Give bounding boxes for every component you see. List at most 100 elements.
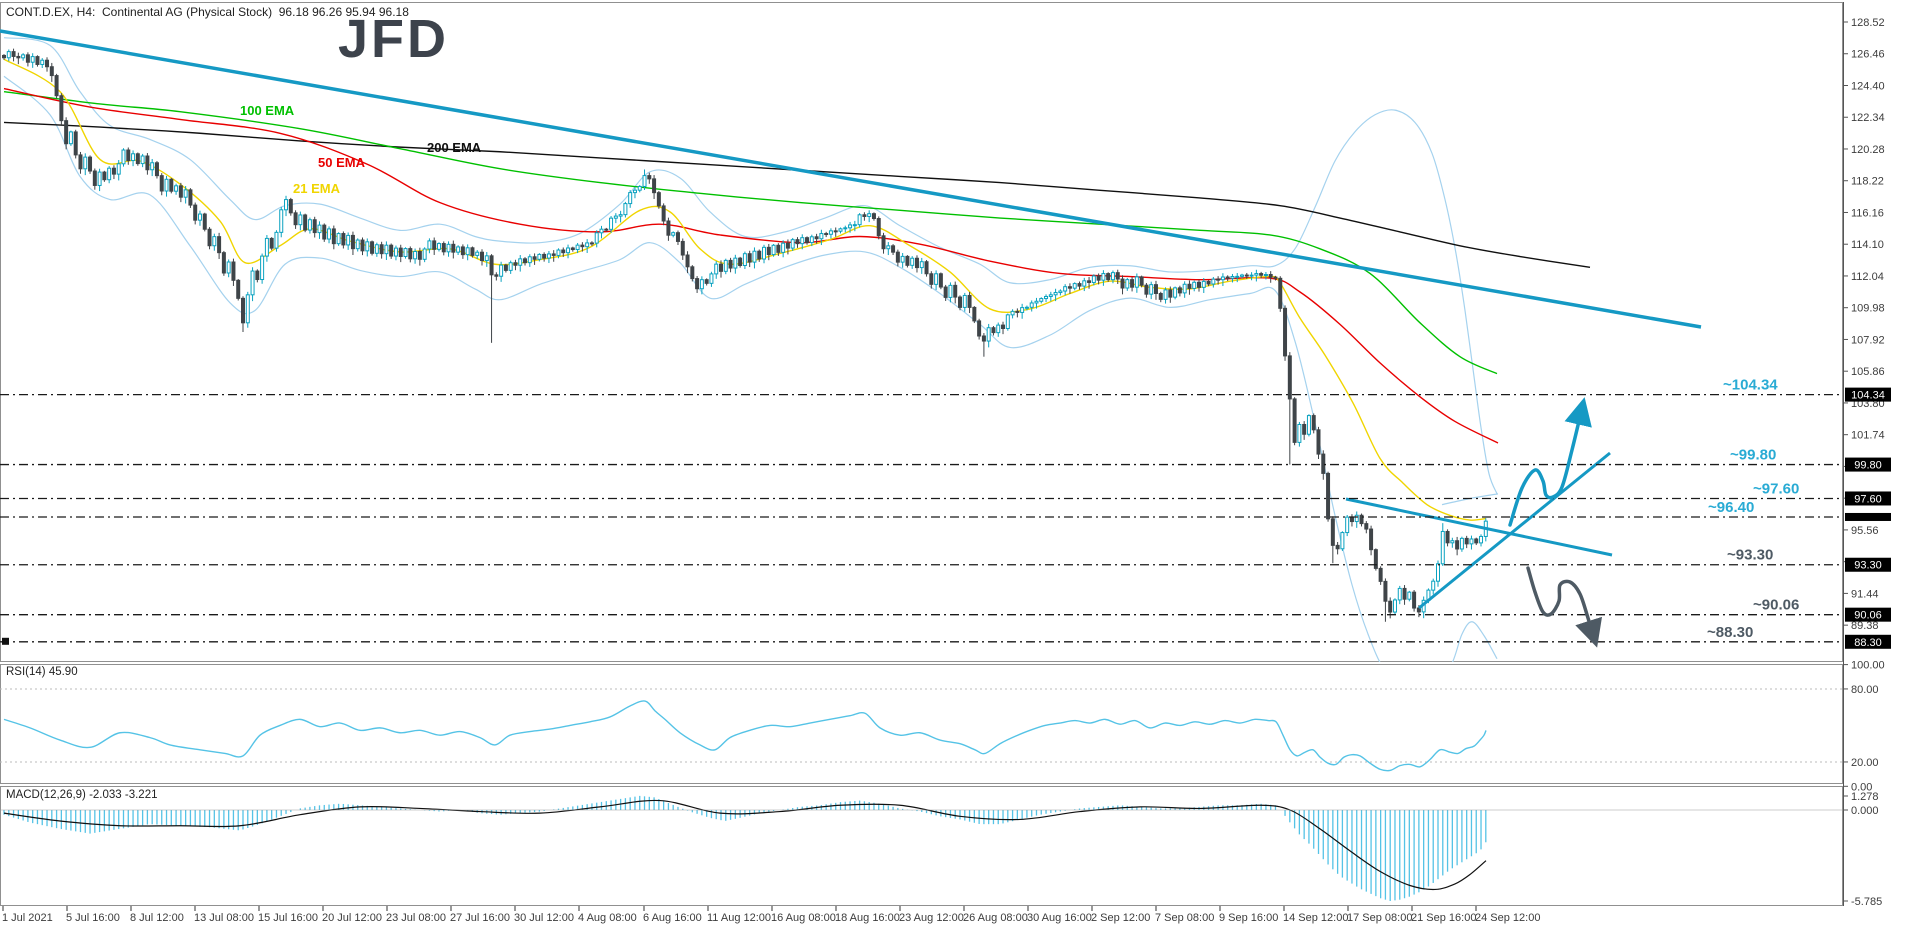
bollinger-upper-band — [3, 37, 1498, 495]
rsi-tick: 0.00 — [1851, 781, 1872, 793]
level-label: ~99.80 — [1730, 447, 1776, 464]
ema50-line — [3, 87, 1499, 444]
price-tick: 120.28 — [1851, 144, 1885, 156]
rsi-indicator-title: RSI(14) 45.90 — [6, 666, 78, 678]
price-badge-text: 93.30 — [1854, 560, 1882, 572]
time-label: 7 Sep 08:00 — [1155, 912, 1214, 924]
macd-signal-line — [3, 799, 1487, 891]
macd-tick: 1.278 — [1851, 791, 1879, 803]
bullish-scenario-arrow[interactable] — [1508, 397, 1592, 527]
time-axis[interactable]: 1 Jul 2021 5 Jul 16:00 8 Jul 12:00 13 Jul 0… — [2, 906, 1540, 924]
macd-indicator-title: MACD(12,26,9) -2.033 -3.221 — [6, 789, 158, 801]
time-label: 2 Sep 12:00 — [1091, 912, 1150, 924]
time-label: 21 Sep 16:00 — [1411, 912, 1476, 924]
price-tick: 114.10 — [1851, 239, 1884, 251]
bollinger-middle-band — [1441, 493, 1499, 506]
time-label: 24 Sep 12:00 — [1475, 912, 1540, 924]
macd-tick: -5.785 — [1851, 896, 1882, 908]
price-tick: 109.98 — [1851, 303, 1885, 315]
price-tick: 128.52 — [1851, 17, 1885, 29]
time-label: 30 Aug 16:00 — [1027, 912, 1092, 924]
price-badge-text: 88.30 — [1854, 637, 1882, 649]
ema50-label: 50 EMA — [318, 155, 366, 170]
time-label: 9 Sep 16:00 — [1219, 912, 1278, 924]
macd-histogram — [3, 795, 1487, 901]
rsi-tick: 20.00 — [1851, 757, 1879, 769]
price-tick: 112.04 — [1851, 271, 1884, 283]
candles-layer — [2, 48, 1488, 622]
macd-tick: 0.000 — [1851, 805, 1879, 817]
triangle-lower-line[interactable] — [1418, 451, 1611, 610]
price-tick: 126.46 — [1851, 49, 1885, 61]
price-badge — [1845, 457, 1891, 472]
time-label: 23 Aug 12:00 — [899, 912, 964, 924]
price-tick: 101.74 — [1851, 430, 1885, 442]
pane-border-0 — [0, 2, 1843, 662]
price-tick: 95.56 — [1851, 525, 1879, 537]
level-label: ~88.30 — [1707, 624, 1753, 641]
time-label: 23 Jul 08:00 — [386, 912, 446, 924]
rsi-tick: 100.00 — [1851, 660, 1885, 672]
rsi-line — [3, 700, 1487, 772]
price-badge — [1845, 557, 1891, 572]
time-label: 17 Sep 08:00 — [1347, 912, 1412, 924]
price-badge — [1845, 387, 1891, 402]
symbol-header: CONT.D.EX, H4: Continental AG (Physical … — [6, 5, 409, 19]
level-label: ~90.06 — [1753, 597, 1799, 614]
price-tick: 91.44 — [1851, 588, 1879, 600]
level-label: ~97.60 — [1753, 480, 1799, 497]
price-tick: 116.16 — [1851, 207, 1884, 219]
ema21-line — [3, 58, 1487, 521]
time-label: 6 Aug 16:00 — [643, 912, 702, 924]
macd-pane — [0, 795, 1843, 901]
bearish-scenario-arrow[interactable] — [1526, 566, 1603, 648]
rsi-tick: 80.00 — [1851, 684, 1879, 696]
price-badge-text: 104.34 — [1851, 390, 1885, 402]
price-axis[interactable]: 128.52 126.46 124.40 122.34 120.28 118.22 116.… — [1843, 17, 1891, 649]
triangle-upper-line[interactable] — [1345, 497, 1613, 557]
ema200-line — [3, 121, 1591, 269]
ema200-label: 200 EMA — [427, 140, 482, 155]
time-label: 1 Jul 2021 — [2, 912, 53, 924]
time-label: 30 Jul 12:00 — [514, 912, 574, 924]
price-badge-text: 97.60 — [1854, 493, 1882, 505]
time-label: 18 Aug 16:00 — [835, 912, 900, 924]
bollinger-lower-band — [3, 75, 1498, 662]
price-tick: 122.34 — [1851, 112, 1885, 124]
time-label: 13 Jul 08:00 — [194, 912, 254, 924]
time-label: 11 Aug 12:00 — [707, 912, 771, 924]
time-label: 26 Aug 08:00 — [963, 912, 1028, 924]
price-badge-text: 99.80 — [1854, 460, 1882, 472]
price-tick: 124.40 — [1851, 80, 1885, 92]
level-label: ~96.40 — [1708, 499, 1754, 516]
time-label: 8 Jul 12:00 — [130, 912, 184, 924]
time-label: 16 Aug 08:00 — [771, 912, 836, 924]
level-label: ~104.34 — [1723, 377, 1778, 394]
jfd-logo: JFD — [338, 9, 450, 69]
support-resistance-levels: ~104.34 ~99.80 ~97.60 ~96.40 ~93.30 ~90.06~88… — [0, 377, 1843, 645]
level-label: ~93.30 — [1727, 547, 1773, 564]
price-badge — [1845, 607, 1891, 622]
price-tick: 89.38 — [1851, 620, 1879, 632]
price-badge-solid — [1845, 512, 1891, 521]
time-label: 15 Jul 16:00 — [258, 912, 318, 924]
time-label: 5 Jul 16:00 — [66, 912, 120, 924]
ema21-label: 21 EMA — [293, 181, 341, 196]
ema100-line — [3, 90, 1498, 375]
pane-border-2 — [0, 786, 1843, 906]
price-tick: 107.92 — [1851, 334, 1885, 346]
price-badge — [1845, 491, 1891, 506]
price-tick: 105.86 — [1851, 366, 1885, 378]
price-badge — [1845, 634, 1891, 649]
price-badge-text: 90.06 — [1854, 610, 1882, 622]
time-label: 4 Aug 08:00 — [578, 912, 637, 924]
price-pane — [0, 29, 1702, 662]
level-anchor-handle[interactable] — [2, 637, 9, 645]
ema100-label: 100 EMA — [240, 103, 295, 118]
pane-border-1 — [0, 664, 1843, 784]
time-label: 14 Sep 12:00 — [1283, 912, 1348, 924]
downtrend-line[interactable] — [0, 29, 1702, 329]
time-label: 20 Jul 12:00 — [322, 912, 382, 924]
